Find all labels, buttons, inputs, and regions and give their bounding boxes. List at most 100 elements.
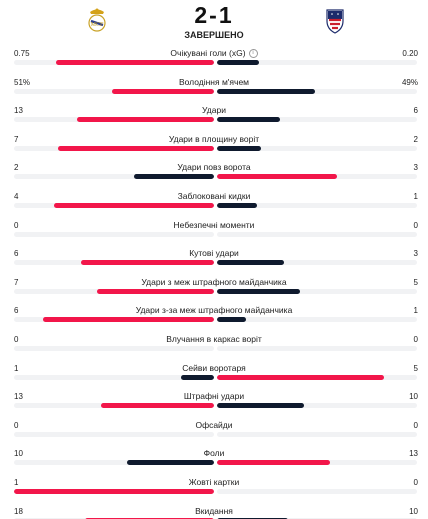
- stat-row: 6 Удари з-за меж штрафного майданчика 1: [0, 301, 428, 330]
- home-stat-value: 18: [14, 506, 23, 516]
- home-stat-bar: [134, 174, 214, 180]
- stat-label: Очікувані голи (xG) i: [0, 48, 428, 59]
- home-stat-value: 13: [14, 106, 23, 116]
- away-stat-value: 49%: [401, 77, 418, 87]
- home-stat-value: 10: [14, 449, 23, 459]
- stat-label: Удари з меж штрафного майданчика: [0, 277, 428, 287]
- away-stat-value: 1: [413, 306, 418, 316]
- home-stat-bar: [54, 202, 214, 208]
- match-header: MCF 2-1 ЗАВЕРШЕНО: [0, 0, 428, 44]
- stat-label: Володіння м'ячем: [0, 77, 428, 87]
- atletico-madrid-crest-icon[interactable]: [324, 6, 346, 34]
- away-stat-bar: [217, 88, 315, 94]
- stat-label-text: Кутові удари: [189, 248, 239, 259]
- home-stat-bar-track: [14, 145, 214, 151]
- home-stat-bar: [127, 460, 214, 466]
- away-stat-value: 1: [413, 191, 418, 201]
- away-stat-bar: [217, 145, 262, 151]
- home-stat-bar-track: [14, 460, 214, 466]
- stat-row: 2 Удари повз ворота 3: [0, 158, 428, 187]
- home-stat-bar: [85, 517, 214, 519]
- svg-text:MCF: MCF: [91, 22, 104, 28]
- home-stat-bar-track: [14, 345, 214, 351]
- stat-label-text: Удари повз ворота: [177, 162, 251, 173]
- stat-label: Вкидання: [0, 506, 428, 516]
- home-stat-value: 51%: [14, 77, 31, 87]
- away-stat-bar-track: [217, 231, 417, 237]
- info-icon[interactable]: i: [248, 49, 258, 59]
- stat-label-text: Вкидання: [195, 505, 233, 516]
- stat-label: Фоли: [0, 448, 428, 458]
- away-stat-bar: [217, 403, 304, 409]
- home-stat-bar-track: [14, 288, 214, 294]
- away-stat-value: 6: [413, 106, 418, 116]
- stat-label-text: Жовті картки: [188, 476, 240, 487]
- stat-label-text: Очікувані голи (xG): [170, 48, 246, 58]
- stat-label-text: Удари з меж штрафного майданчика: [141, 276, 287, 287]
- away-stat-value: 5: [413, 277, 418, 287]
- away-stat-bar-track: [217, 88, 417, 94]
- away-stat-value: 13: [409, 449, 418, 459]
- stat-row: 10 Фоли 13: [0, 444, 428, 473]
- real-madrid-crest-icon[interactable]: MCF: [86, 6, 108, 34]
- stat-label-text: Удари з-за меж штрафного майданчика: [135, 305, 293, 316]
- stat-label-text: Удари в площину воріт: [168, 133, 260, 144]
- away-stat-bar: [217, 317, 246, 323]
- home-stat-bar-track: [14, 317, 214, 323]
- away-stat-bar: [217, 117, 281, 123]
- stat-row: 4 Заблоковані кидки 1: [0, 187, 428, 216]
- away-stat-bar-track: [217, 174, 417, 180]
- home-stat-bar: [180, 374, 214, 380]
- match-stats-list: 0.75 Очікувані голи (xG) i 0.20 51% Володіння…: [0, 44, 428, 519]
- home-stat-bar: [112, 88, 214, 94]
- away-stat-bar-track: [217, 460, 417, 466]
- match-status: ЗАВЕРШЕНО: [184, 30, 244, 40]
- home-stat-bar: [80, 260, 214, 266]
- away-stat-value: 10: [409, 392, 418, 402]
- home-stat-bar-track: [14, 60, 214, 65]
- stat-label: Заблоковані кидки: [0, 191, 428, 201]
- stat-row: 7 Удари в площину воріт 2: [0, 130, 428, 159]
- stat-label-text: Заблоковані кидки: [177, 190, 251, 201]
- away-stat-bar: [217, 517, 289, 519]
- stat-row: 1 Жовті картки 0: [0, 473, 428, 502]
- stat-label: Удари з-за меж штрафного майданчика: [0, 305, 428, 315]
- home-stat-bar-track: [14, 202, 214, 208]
- home-stat-value: 0: [14, 420, 19, 430]
- stat-label: Удари: [0, 105, 428, 115]
- away-stat-value: 5: [413, 363, 418, 373]
- home-stat-bar-track: [14, 517, 214, 519]
- stat-label: Влучання в каркас воріт: [0, 334, 428, 344]
- stat-label-text: Штрафні удари: [183, 391, 245, 402]
- stat-row: 51% Володіння м'ячем 49%: [0, 73, 428, 102]
- away-stat-value: 10: [409, 506, 418, 516]
- home-stat-value: 2: [14, 163, 19, 173]
- home-stat-bar: [58, 145, 214, 151]
- home-stat-value: 1: [14, 363, 19, 373]
- home-stat-value: 13: [14, 392, 23, 402]
- home-stat-bar-track: [14, 174, 214, 180]
- home-stat-bar-track: [14, 374, 214, 380]
- home-stat-value: 6: [14, 306, 19, 316]
- stat-row: 13 Штрафні удари 10: [0, 387, 428, 416]
- stat-row: 0 Небезпечні моменти 0: [0, 216, 428, 245]
- stat-label: Штрафні удари: [0, 391, 428, 401]
- home-stat-bar-track: [14, 117, 214, 123]
- stat-label-text: Сейви воротаря: [182, 362, 246, 373]
- away-stat-bar: [217, 260, 284, 266]
- stat-row: 13 Удари 6: [0, 101, 428, 130]
- match-score: 2-1: [194, 2, 234, 28]
- stat-row: 1 Сейви воротаря 5: [0, 359, 428, 388]
- home-stat-value: 7: [14, 134, 19, 144]
- home-stat-bar: [42, 317, 214, 323]
- home-stat-bar: [56, 60, 214, 65]
- away-stat-bar: [217, 60, 260, 65]
- away-stat-bar-track: [217, 345, 417, 351]
- home-stat-value: 0: [14, 220, 19, 230]
- stat-label: Сейви воротаря: [0, 363, 428, 373]
- away-stat-value: 0.20: [402, 49, 418, 58]
- away-stat-value: 0: [413, 477, 418, 487]
- away-stat-value: 0: [413, 334, 418, 344]
- home-stat-value: 7: [14, 277, 19, 287]
- away-stat-bar: [217, 174, 337, 180]
